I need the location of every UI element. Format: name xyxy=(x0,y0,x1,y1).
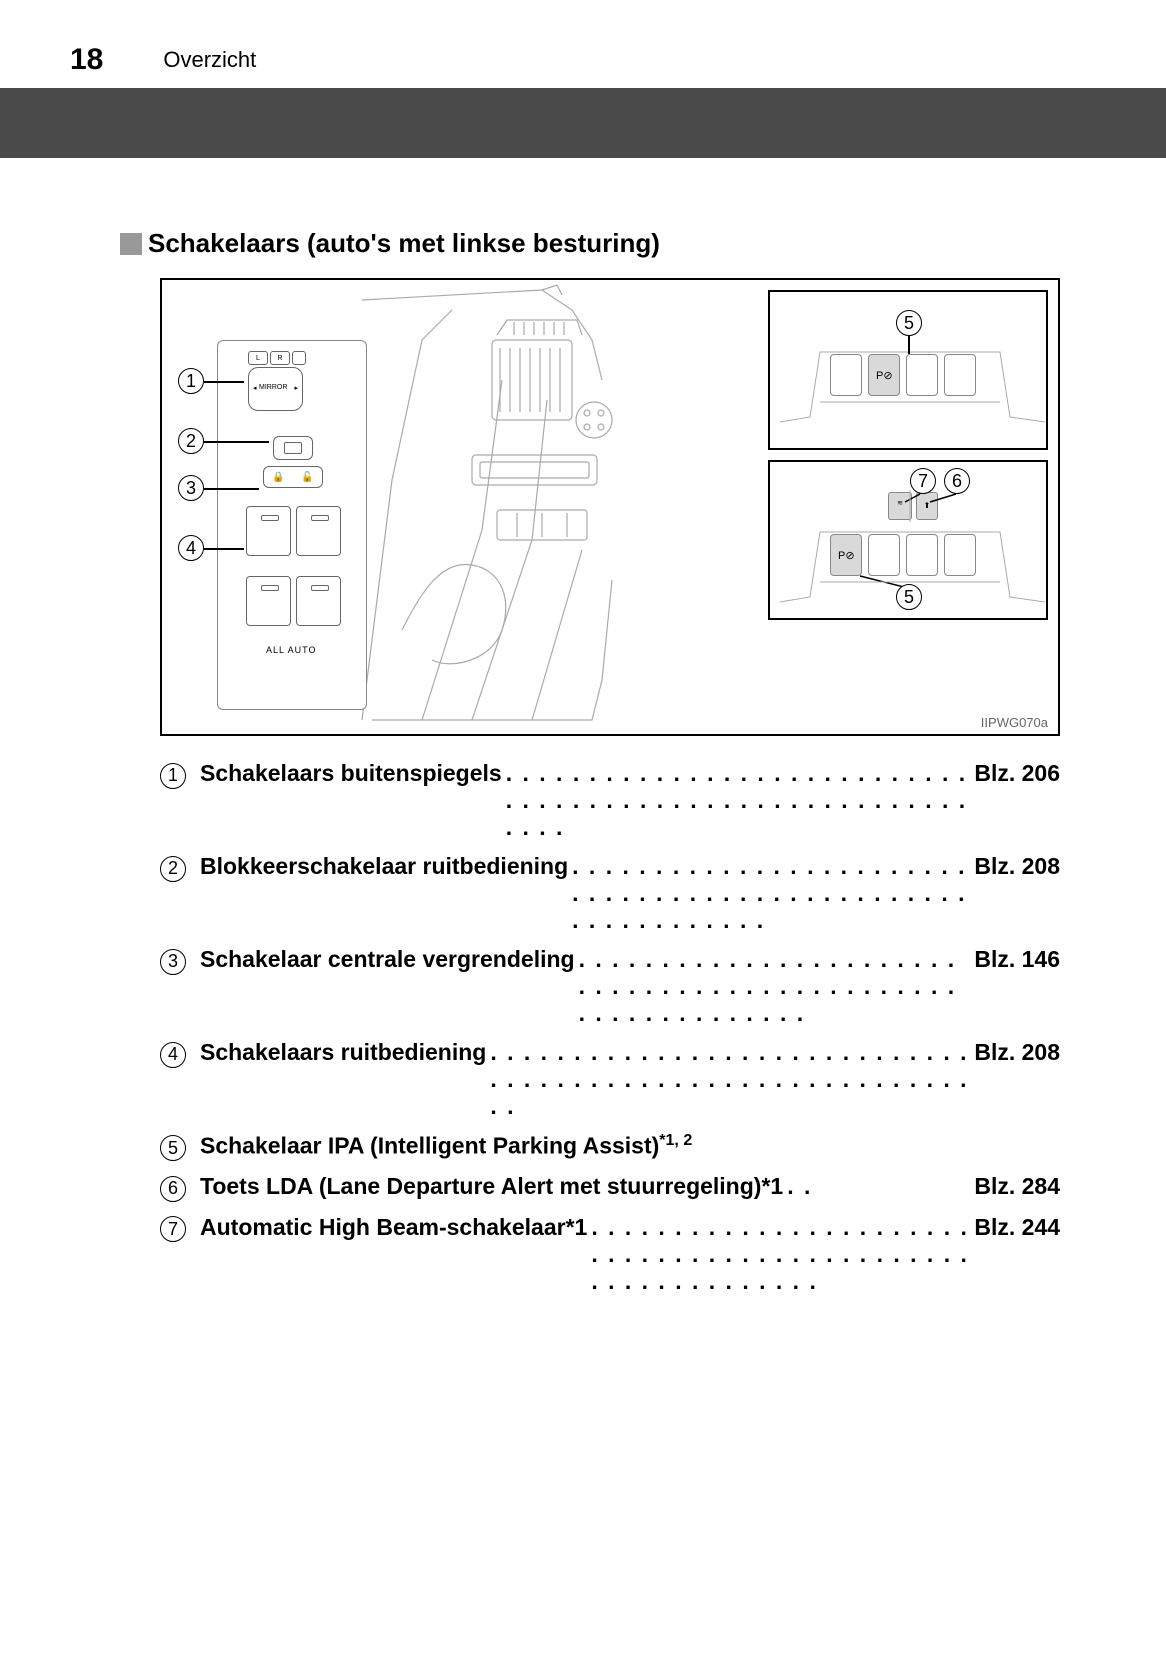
leader-dots: . . . . . . . . . . . . . . . . . . . . … xyxy=(506,760,971,841)
callout-line xyxy=(204,548,244,550)
mirror-r-button: R xyxy=(270,351,290,365)
section-heading: Schakelaars (auto's met linkse besturing… xyxy=(120,228,660,259)
heading-bullet-icon xyxy=(120,233,142,255)
callout-4: 4 xyxy=(178,535,204,561)
inset-bottom-right: ≋ ⬆ P⊘ 6 7 5 xyxy=(768,460,1048,620)
callout-line xyxy=(204,488,259,490)
list-item: 3 Schakelaar centrale vergrendeling . . … xyxy=(160,946,1060,1027)
list-footnote: *1, 2 xyxy=(659,1132,692,1149)
list-page: Blz. 208 xyxy=(974,1039,1060,1066)
list-number: 6 xyxy=(160,1176,186,1202)
section-title: Schakelaars (auto's met linkse besturing… xyxy=(148,228,660,259)
leader-dots: . . . . . . . . . . . . . . . . . . . . … xyxy=(591,1214,970,1295)
list-number: 7 xyxy=(160,1216,186,1242)
unlock-icon: 🔓 xyxy=(301,472,313,483)
callout-7: 7 xyxy=(910,468,936,494)
window-lock-button xyxy=(273,436,313,460)
list-item: 2 Blokkeerschakelaar ruitbediening . . .… xyxy=(160,853,1060,934)
list-page: Blz. 244 xyxy=(974,1214,1060,1241)
callout-5-top: 5 xyxy=(896,310,922,336)
callout-line xyxy=(908,336,910,354)
mirror-control: L R ◂ ▸ MIRROR xyxy=(248,351,318,411)
list-label: Schakelaar IPA (Intelligent Parking Assi… xyxy=(200,1132,692,1160)
page-header: 18 Overzicht xyxy=(0,40,1166,80)
callout-6: 6 xyxy=(944,468,970,494)
callout-1: 1 xyxy=(178,368,204,394)
leader-dots: . . . . . . . . . . . . . . . . . . . . … xyxy=(572,853,970,934)
mirror-adjust-pad: ◂ ▸ MIRROR xyxy=(248,367,303,411)
window-switch-rr xyxy=(296,576,341,626)
list-item: 7 Automatic High Beam-schakelaar*1 . . .… xyxy=(160,1214,1060,1295)
leader-dots: . . xyxy=(787,1173,970,1200)
list-page: Blz. 206 xyxy=(974,760,1060,787)
mirror-label: MIRROR xyxy=(259,384,287,391)
mirror-l-button: L xyxy=(248,351,268,365)
mirror-fold-button xyxy=(292,351,306,365)
list-item: 5 Schakelaar IPA (Intelligent Parking As… xyxy=(160,1132,1060,1161)
window-switch-fl xyxy=(246,506,291,556)
callout-line xyxy=(204,441,269,443)
list-label-text: Schakelaar IPA (Intelligent Parking Assi… xyxy=(200,1133,659,1159)
image-code: IIPWG070a xyxy=(981,715,1048,730)
list-number: 3 xyxy=(160,949,186,975)
list-item: 4 Schakelaars ruitbediening . . . . . . … xyxy=(160,1039,1060,1120)
list-page: Blz. 146 xyxy=(974,946,1060,973)
header-title: Overzicht xyxy=(163,47,256,73)
header-dark-band xyxy=(0,88,1166,158)
list-number: 5 xyxy=(160,1135,186,1161)
list-page: Blz. 284 xyxy=(974,1173,1060,1200)
list-page: Blz. 208 xyxy=(974,853,1060,880)
inset-top-right: P⊘ 5 xyxy=(768,290,1048,450)
callout-5-bottom: 5 xyxy=(896,584,922,610)
reference-list: 1 Schakelaars buitenspiegels . . . . . .… xyxy=(160,760,1060,1307)
leader-dots: . . . . . . . . . . . . . . . . . . . . … xyxy=(579,946,971,1027)
callout-3: 3 xyxy=(178,475,204,501)
list-label: Automatic High Beam-schakelaar*1 xyxy=(200,1214,587,1241)
list-item: 6 Toets LDA (Lane Departure Alert met st… xyxy=(160,1173,1060,1202)
list-label: Toets LDA (Lane Departure Alert met stuu… xyxy=(200,1173,783,1200)
callout-2: 2 xyxy=(178,428,204,454)
list-label: Blokkeerschakelaar ruitbediening xyxy=(200,853,568,880)
door-control-panel: L R ◂ ▸ MIRROR 🔒 🔓 ALL AUTO xyxy=(217,340,367,710)
page-number: 18 xyxy=(70,43,103,77)
lock-icon: 🔒 xyxy=(272,472,284,483)
window-switch-rl xyxy=(246,576,291,626)
diagram-container: L R ◂ ▸ MIRROR 🔒 🔓 ALL AUTO 1 2 3 4 xyxy=(160,278,1060,736)
list-label: Schakelaar centrale vergrendeling xyxy=(200,946,575,973)
list-label: Schakelaars ruitbediening xyxy=(200,1039,486,1066)
all-auto-label: ALL AUTO xyxy=(266,645,317,655)
window-switch-fr xyxy=(296,506,341,556)
list-number: 1 xyxy=(160,763,186,789)
door-lock-button: 🔒 🔓 xyxy=(263,466,323,488)
list-label: Schakelaars buitenspiegels xyxy=(200,760,502,787)
callout-line xyxy=(204,381,244,383)
list-number: 2 xyxy=(160,856,186,882)
list-item: 1 Schakelaars buitenspiegels . . . . . .… xyxy=(160,760,1060,841)
list-number: 4 xyxy=(160,1042,186,1068)
leader-dots: . . . . . . . . . . . . . . . . . . . . … xyxy=(490,1039,970,1120)
